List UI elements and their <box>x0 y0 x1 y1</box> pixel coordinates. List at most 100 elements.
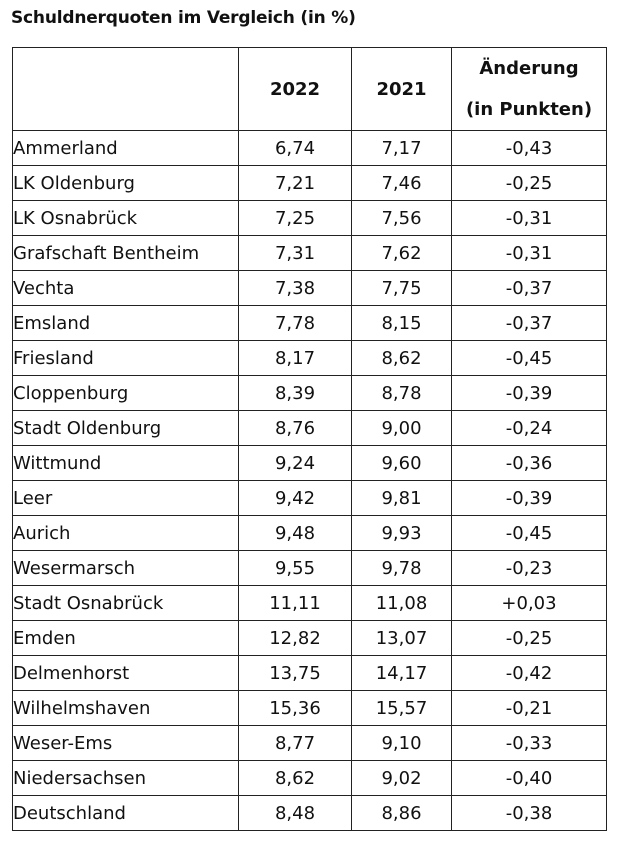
row-value-2022: 8,39 <box>238 375 352 411</box>
row-change: -0,45 <box>451 515 607 551</box>
row-value-2022: 8,76 <box>238 410 352 446</box>
row-value-2022: 7,25 <box>238 200 352 236</box>
row-region-name: LK Oldenburg <box>12 165 239 201</box>
row-value-2022: 12,82 <box>238 620 352 656</box>
header-region <box>12 47 239 131</box>
table-row: Wittmund 9,24 9,60 -0,36 <box>12 445 607 481</box>
row-value-2021: 9,78 <box>351 550 452 586</box>
table-row: Friesland 8,17 8,62 -0,45 <box>12 340 607 376</box>
table-row: Leer 9,42 9,81 -0,39 <box>12 480 607 516</box>
row-value-2021: 8,86 <box>351 795 452 831</box>
table-row: Wesermarsch 9,55 9,78 -0,23 <box>12 550 607 586</box>
row-value-2022: 8,77 <box>238 725 352 761</box>
table-row: Wilhelmshaven 15,36 15,57 -0,21 <box>12 690 607 726</box>
row-value-2022: 13,75 <box>238 655 352 691</box>
row-change: +0,03 <box>451 585 607 621</box>
table-row: LK Osnabrück 7,25 7,56 -0,31 <box>12 200 607 236</box>
row-region-name: Wesermarsch <box>12 550 239 586</box>
row-change: -0,40 <box>451 760 607 796</box>
row-change: -0,21 <box>451 690 607 726</box>
row-value-2021: 7,17 <box>351 130 452 166</box>
row-value-2022: 8,48 <box>238 795 352 831</box>
row-value-2021: 15,57 <box>351 690 452 726</box>
row-region-name: Emsland <box>12 305 239 341</box>
row-value-2022: 8,62 <box>238 760 352 796</box>
row-value-2021: 9,93 <box>351 515 452 551</box>
row-value-2021: 9,60 <box>351 445 452 481</box>
header-2021: 2021 <box>351 47 452 131</box>
row-change: -0,37 <box>451 270 607 306</box>
debtor-quota-table: 2022 2021 Änderung (in Punkten) Ammerlan… <box>12 47 607 831</box>
row-value-2021: 9,00 <box>351 410 452 446</box>
row-value-2022: 9,48 <box>238 515 352 551</box>
row-change: -0,31 <box>451 200 607 236</box>
row-value-2021: 8,62 <box>351 340 452 376</box>
row-region-name: Vechta <box>12 270 239 306</box>
row-value-2022: 7,21 <box>238 165 352 201</box>
row-change: -0,31 <box>451 235 607 271</box>
row-change: -0,37 <box>451 305 607 341</box>
table-row: Weser-Ems 8,77 9,10 -0,33 <box>12 725 607 761</box>
row-region-name: Aurich <box>12 515 239 551</box>
row-region-name: Friesland <box>12 340 239 376</box>
header-change: Änderung (in Punkten) <box>451 47 607 131</box>
row-change: -0,42 <box>451 655 607 691</box>
row-value-2021: 9,10 <box>351 725 452 761</box>
row-change: -0,39 <box>451 480 607 516</box>
row-value-2021: 8,78 <box>351 375 452 411</box>
row-region-name: Stadt Osnabrück <box>12 585 239 621</box>
table-row: Emden 12,82 13,07 -0,25 <box>12 620 607 656</box>
row-value-2022: 9,42 <box>238 480 352 516</box>
row-change: -0,43 <box>451 130 607 166</box>
table-row: Stadt Oldenburg 8,76 9,00 -0,24 <box>12 410 607 446</box>
row-region-name: Delmenhorst <box>12 655 239 691</box>
row-region-name: Emden <box>12 620 239 656</box>
table-row: Cloppenburg 8,39 8,78 -0,39 <box>12 375 607 411</box>
table-row: Niedersachsen 8,62 9,02 -0,40 <box>12 760 607 796</box>
row-change: -0,38 <box>451 795 607 831</box>
row-value-2021: 7,75 <box>351 270 452 306</box>
row-value-2022: 9,55 <box>238 550 352 586</box>
row-value-2021: 7,62 <box>351 235 452 271</box>
table-row: Grafschaft Bentheim 7,31 7,62 -0,31 <box>12 235 607 271</box>
row-region-name: Stadt Oldenburg <box>12 410 239 446</box>
row-region-name: Deutschland <box>12 795 239 831</box>
row-value-2022: 11,11 <box>238 585 352 621</box>
row-region-name: Cloppenburg <box>12 375 239 411</box>
page-title: Schuldnerquoten im Vergleich (in %) <box>11 8 356 28</box>
row-value-2022: 7,31 <box>238 235 352 271</box>
row-change: -0,23 <box>451 550 607 586</box>
row-change: -0,39 <box>451 375 607 411</box>
row-change: -0,33 <box>451 725 607 761</box>
row-value-2021: 7,56 <box>351 200 452 236</box>
row-value-2021: 7,46 <box>351 165 452 201</box>
row-value-2022: 9,24 <box>238 445 352 481</box>
header-change-line2: (in Punkten) <box>465 99 593 120</box>
row-change: -0,36 <box>451 445 607 481</box>
row-value-2021: 9,02 <box>351 760 452 796</box>
row-region-name: LK Osnabrück <box>12 200 239 236</box>
row-value-2021: 9,81 <box>351 480 452 516</box>
table-row: Vechta 7,38 7,75 -0,37 <box>12 270 607 306</box>
row-value-2021: 13,07 <box>351 620 452 656</box>
row-region-name: Wilhelmshaven <box>12 690 239 726</box>
table-row: Emsland 7,78 8,15 -0,37 <box>12 305 607 341</box>
row-change: -0,24 <box>451 410 607 446</box>
row-region-name: Leer <box>12 480 239 516</box>
table-row: Stadt Osnabrück 11,11 11,08 +0,03 <box>12 585 607 621</box>
row-value-2021: 14,17 <box>351 655 452 691</box>
row-change: -0,25 <box>451 620 607 656</box>
table-row: Deutschland 8,48 8,86 -0,38 <box>12 795 607 831</box>
row-change: -0,25 <box>451 165 607 201</box>
table-row: Ammerland 6,74 7,17 -0,43 <box>12 130 607 166</box>
row-value-2021: 8,15 <box>351 305 452 341</box>
table-row: LK Oldenburg 7,21 7,46 -0,25 <box>12 165 607 201</box>
header-2022: 2022 <box>238 47 352 131</box>
row-region-name: Wittmund <box>12 445 239 481</box>
row-region-name: Weser-Ems <box>12 725 239 761</box>
row-change: -0,45 <box>451 340 607 376</box>
header-change-line1: Änderung <box>479 58 579 79</box>
table-row: Delmenhorst 13,75 14,17 -0,42 <box>12 655 607 691</box>
row-value-2021: 11,08 <box>351 585 452 621</box>
row-region-name: Grafschaft Bentheim <box>12 235 239 271</box>
